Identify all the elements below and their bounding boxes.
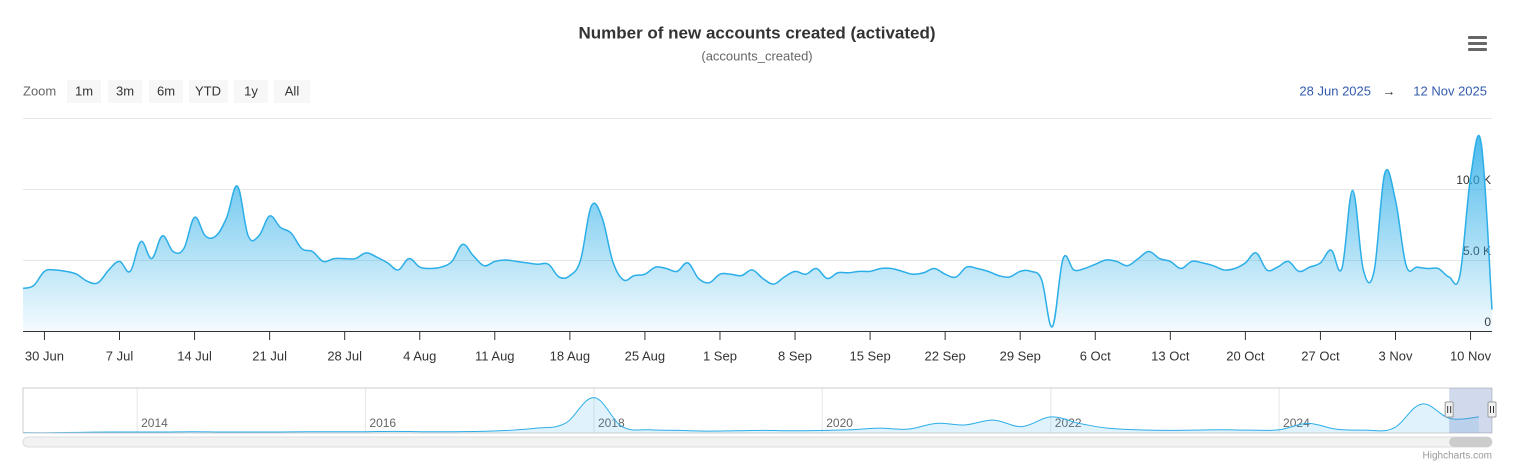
navigator-outline <box>22 387 1493 434</box>
x-tick-label: 25 Aug <box>625 348 666 363</box>
range-button[interactable]: 1y <box>234 80 268 103</box>
button-bg[interactable] <box>274 80 310 103</box>
area-fill <box>23 135 1492 331</box>
x-tick-label: 28 Jul <box>327 348 362 363</box>
button-label[interactable]: All <box>285 83 300 98</box>
button-bg[interactable] <box>67 80 101 103</box>
x-tick-label: 29 Sep <box>1000 348 1041 363</box>
credits[interactable]: Highcharts.com <box>1423 451 1492 462</box>
x-tick-label: 8 Sep <box>778 348 812 363</box>
navigator-selection[interactable] <box>1449 388 1492 433</box>
x-tick-label: 1 Sep <box>703 348 737 363</box>
range-button[interactable]: YTD <box>189 80 228 103</box>
x-tick-label: 27 Oct <box>1301 348 1340 363</box>
x-tick-label: 11 Aug <box>475 348 515 363</box>
navigator-line <box>22 397 1479 434</box>
button-bg[interactable] <box>234 80 268 103</box>
navigator-tick-label: 2020 <box>826 416 853 430</box>
button-bg[interactable] <box>149 80 183 103</box>
scrollbar-track <box>22 436 1493 448</box>
button-label[interactable]: 6m <box>157 83 175 98</box>
x-tick-label: 20 Oct <box>1226 348 1265 363</box>
x-tick-label: 14 Jul <box>177 348 212 363</box>
navigator-handle[interactable] <box>1444 401 1454 418</box>
x-tick-label: 15 Sep <box>849 348 890 363</box>
area-line <box>22 134 1493 328</box>
scrollbar-thumb[interactable] <box>1449 437 1492 447</box>
chart-subtitle: (accounts_created) <box>701 48 812 63</box>
menu-button[interactable] <box>1464 31 1492 55</box>
button-label[interactable]: YTD <box>195 83 221 98</box>
chart-title: Number of new accounts created (activate… <box>578 23 935 42</box>
x-tick-label: 3 Nov <box>1379 348 1413 363</box>
navigator-tick-label: 2014 <box>141 416 168 430</box>
button-bg[interactable] <box>108 80 142 103</box>
x-tick-label: 4 Aug <box>403 348 436 363</box>
navigator-handle[interactable] <box>1487 401 1497 418</box>
x-tick-label: 6 Oct <box>1080 348 1111 363</box>
x-tick-label: 21 Jul <box>252 348 287 363</box>
range-button[interactable]: All <box>274 80 310 103</box>
navigator-tick-label: 2022 <box>1055 416 1082 430</box>
button-label[interactable]: 3m <box>116 83 134 98</box>
navigator-tick-label: 2024 <box>1283 416 1310 430</box>
button-bg[interactable] <box>189 80 228 103</box>
range-button[interactable]: 3m <box>108 80 142 103</box>
zoom-label: Zoom <box>23 83 56 98</box>
range-button[interactable]: 6m <box>149 80 183 103</box>
x-tick-label: 22 Sep <box>925 348 966 363</box>
x-tick-label: 13 Oct <box>1151 348 1190 363</box>
navigator-tick-label: 2018 <box>598 416 625 430</box>
button-label[interactable]: 1m <box>75 83 93 98</box>
x-tick-label: 18 Aug <box>550 348 591 363</box>
x-tick-label: 30 Jun <box>25 348 64 363</box>
range-from[interactable]: 28 Jun 2025 <box>1299 83 1371 98</box>
range-to[interactable]: 12 Nov 2025 <box>1413 83 1487 98</box>
navigator-area <box>23 397 1479 433</box>
range-button[interactable]: 1m <box>67 80 101 103</box>
x-tick-label: 7 Jul <box>106 348 134 363</box>
button-label[interactable]: 1y <box>244 83 258 98</box>
menu-bar <box>1468 42 1487 45</box>
menu-bar <box>1468 48 1487 51</box>
x-tick-label: 10 Nov <box>1450 348 1492 363</box>
range-arrow: → <box>1383 83 1396 98</box>
menu-bar <box>1468 36 1487 39</box>
navigator-tick-label: 2016 <box>369 416 396 430</box>
